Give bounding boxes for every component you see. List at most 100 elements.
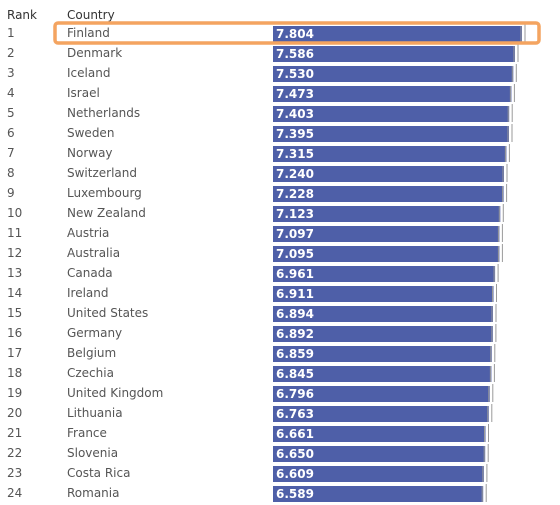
rank-label: 16 — [7, 326, 22, 340]
bar — [273, 446, 486, 462]
table-row: 20 Lithuania 6.763 — [7, 404, 493, 422]
table-row: 4 Israel 7.473 — [7, 84, 515, 102]
country-label: Luxembourg — [67, 186, 142, 200]
table-row: 14 Ireland 6.911 — [7, 284, 497, 302]
bar — [273, 46, 515, 62]
value-label: 7.240 — [276, 167, 314, 181]
value-label: 7.473 — [276, 87, 314, 101]
bar — [273, 366, 492, 382]
country-label: Germany — [67, 326, 122, 340]
value-label: 7.097 — [276, 227, 314, 241]
rank-label: 19 — [7, 386, 22, 400]
rank-label: 21 — [7, 426, 22, 440]
value-label: 6.859 — [276, 347, 314, 361]
table-row: 13 Canada 6.961 — [7, 264, 499, 282]
rank-label: 14 — [7, 286, 22, 300]
country-label: Slovenia — [67, 446, 118, 460]
bar — [273, 466, 484, 482]
value-label: 7.530 — [276, 67, 314, 81]
country-label: Iceland — [67, 66, 110, 80]
value-label: 6.894 — [276, 307, 314, 321]
table-row: 9 Luxembourg 7.228 — [7, 184, 508, 202]
country-label: New Zealand — [67, 206, 146, 220]
value-label: 7.395 — [276, 127, 314, 141]
value-label: 6.763 — [276, 407, 314, 421]
bar — [273, 246, 500, 262]
bar — [273, 146, 507, 162]
bar — [273, 166, 504, 182]
bar — [273, 66, 514, 82]
table-row: 10 New Zealand 7.123 — [7, 204, 504, 222]
value-label: 7.804 — [276, 27, 314, 41]
value-label: 7.123 — [276, 207, 314, 221]
country-label: Switzerland — [67, 166, 137, 180]
bar — [273, 186, 504, 202]
table-row: 24 Romania 6.589 — [7, 484, 487, 502]
country-label: Australia — [67, 246, 120, 260]
table-row: 11 Austria 7.097 — [7, 224, 503, 242]
table-row: 3 Iceland 7.530 — [7, 64, 517, 82]
value-label: 6.961 — [276, 267, 314, 281]
rank-label: 4 — [7, 86, 15, 100]
bar — [273, 386, 490, 402]
country-label: Canada — [67, 266, 113, 280]
table-row: 6 Sweden 7.395 — [7, 124, 513, 142]
rank-label: 3 — [7, 66, 15, 80]
table-row: 15 United States 6.894 — [7, 304, 497, 322]
value-label: 6.796 — [276, 387, 314, 401]
value-label: 7.403 — [276, 107, 314, 121]
rank-label: 1 — [7, 26, 15, 40]
country-label: Israel — [67, 86, 100, 100]
bar — [273, 306, 493, 322]
table-row: 21 France 6.661 — [7, 424, 489, 442]
rank-label: 11 — [7, 226, 22, 240]
bar — [273, 286, 494, 302]
bar — [273, 106, 510, 122]
rank-label: 2 — [7, 46, 15, 60]
rank-label: 12 — [7, 246, 22, 260]
bar — [273, 26, 522, 42]
table-row: 8 Switzerland 7.240 — [7, 164, 508, 182]
value-label: 6.892 — [276, 327, 314, 341]
bar — [273, 266, 496, 282]
bar — [273, 86, 512, 102]
bar — [273, 426, 486, 442]
rank-label: 5 — [7, 106, 15, 120]
country-label: Norway — [67, 146, 113, 160]
rank-label: 13 — [7, 266, 22, 280]
table-row: 1 Finland 7.804 — [7, 24, 526, 42]
value-label: 7.315 — [276, 147, 314, 161]
country-label: Lithuania — [67, 406, 123, 420]
rank-label: 7 — [7, 146, 15, 160]
country-label: Ireland — [67, 286, 109, 300]
country-label: Austria — [67, 226, 109, 240]
country-label: Costa Rica — [67, 466, 130, 480]
highlight-frame — [53, 21, 541, 45]
country-label: United Kingdom — [67, 386, 163, 400]
rank-label: 22 — [7, 446, 22, 460]
table-row: 12 Australia 7.095 — [7, 244, 503, 262]
value-label: 7.095 — [276, 247, 314, 261]
bar — [273, 226, 500, 242]
rank-label: 9 — [7, 186, 15, 200]
bar — [273, 326, 493, 342]
bar — [273, 406, 489, 422]
rank-label: 8 — [7, 166, 15, 180]
table-row: 2 Denmark 7.586 — [7, 44, 519, 62]
value-label: 6.911 — [276, 287, 314, 301]
rank-label: 20 — [7, 406, 22, 420]
table-row: 5 Netherlands 7.403 — [7, 104, 513, 122]
bar — [273, 346, 492, 362]
rank-label: 24 — [7, 486, 22, 500]
table-row: 23 Costa Rica 6.609 — [7, 464, 488, 482]
country-label: Netherlands — [67, 106, 140, 120]
table-row: 18 Czechia 6.845 — [7, 364, 495, 382]
rank-label: 10 — [7, 206, 22, 220]
value-label: 6.845 — [276, 367, 314, 381]
rank-label: 23 — [7, 466, 22, 480]
rank-label: 6 — [7, 126, 15, 140]
country-label: Sweden — [67, 126, 114, 140]
value-label: 6.589 — [276, 487, 314, 501]
country-label: Denmark — [67, 46, 122, 60]
